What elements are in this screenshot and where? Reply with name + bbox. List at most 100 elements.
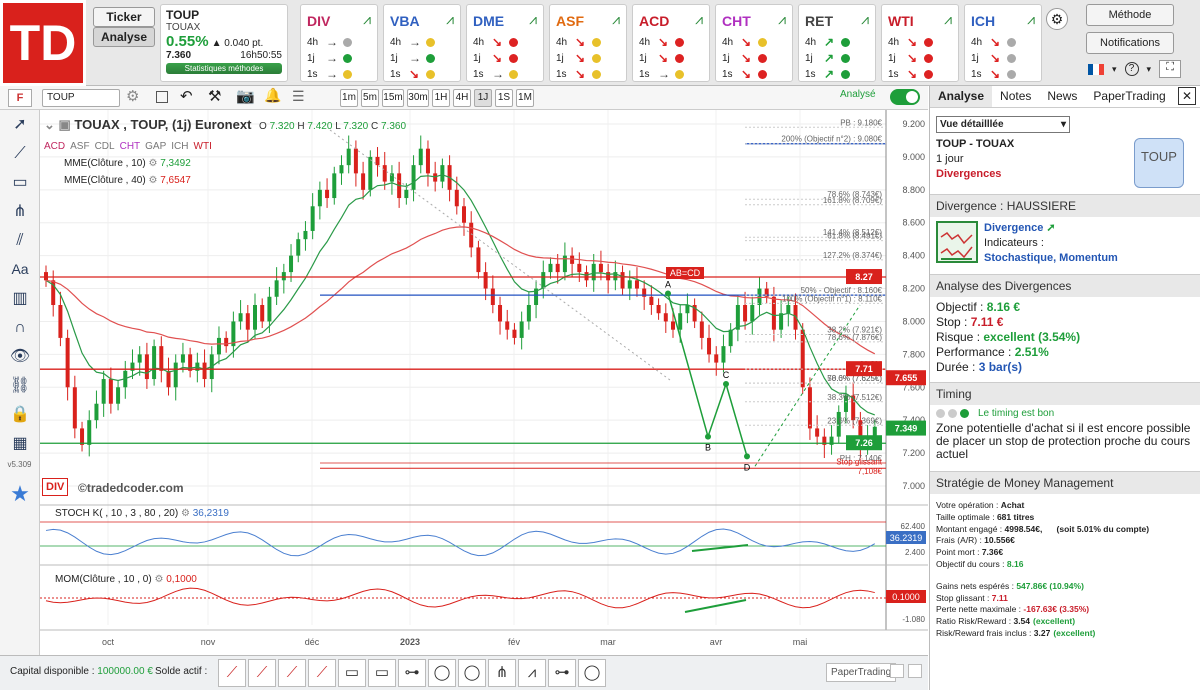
close-icon[interactable]: ✕ bbox=[1178, 87, 1196, 105]
star-icon[interactable]: ★ bbox=[10, 481, 30, 506]
price-tag: 7.655 bbox=[886, 370, 926, 386]
papertrading-button[interactable]: PaperTrading bbox=[826, 663, 897, 682]
cursor-icon[interactable]: ➚ bbox=[13, 116, 27, 133]
indicator-acd[interactable]: ACD ⩘ 4h ↘ 1j ↘ 1s → bbox=[632, 4, 710, 82]
notifications-button[interactable]: Notifications bbox=[1086, 32, 1174, 54]
trend-line-icon[interactable]: ⟋ bbox=[14, 145, 26, 162]
undo-icon[interactable]: ↶ bbox=[180, 88, 193, 105]
ellipse-tool-icon[interactable]: ◯ bbox=[578, 659, 606, 687]
indicator-tag-wti[interactable]: WTI bbox=[193, 141, 212, 152]
fib-label: 141.4% (8.512€) bbox=[823, 228, 882, 237]
segment-tool-icon[interactable]: ⊶ bbox=[398, 659, 426, 687]
help-icon[interactable]: ? bbox=[1124, 62, 1139, 76]
chevron-down-icon[interactable]: ▾ bbox=[1146, 63, 1152, 74]
bell-icon[interactable]: 🔔 bbox=[264, 87, 282, 103]
rectangle-icon[interactable]: ▭ bbox=[12, 174, 28, 191]
segment-tool-icon[interactable]: ⊶ bbox=[548, 659, 576, 687]
tab-papertrading[interactable]: PaperTrading bbox=[1093, 89, 1166, 103]
indicator-cht[interactable]: CHT ⩘ 4h ↘ 1j ↘ 1s ↘ bbox=[715, 4, 793, 82]
rectangle-tool-icon[interactable]: ▭ bbox=[338, 659, 366, 687]
status-dot bbox=[675, 37, 684, 47]
fib-label: 7,108€ bbox=[858, 467, 883, 476]
tab-notes[interactable]: Notes bbox=[1000, 89, 1032, 103]
fibonacci-icon[interactable]: ⋔ bbox=[13, 203, 27, 220]
fullscreen-icon[interactable]: ⛶ bbox=[1159, 60, 1182, 78]
timeframe-1h[interactable]: 1H bbox=[432, 89, 450, 107]
svg-text:36.2319: 36.2319 bbox=[890, 533, 923, 543]
indicator-tag-ich[interactable]: ICH bbox=[171, 141, 189, 152]
methode-button[interactable]: Méthode bbox=[1086, 4, 1174, 26]
lock-icon[interactable]: 🔒 bbox=[10, 406, 30, 423]
channel-icon[interactable]: ⫽ bbox=[16, 232, 24, 249]
calculator-icon[interactable]: ▦ bbox=[12, 435, 28, 452]
settings-icon[interactable]: ⚙ bbox=[126, 88, 140, 105]
ticker-button[interactable]: Ticker bbox=[93, 7, 155, 27]
performance-row: Performance : 2.51% bbox=[936, 345, 1049, 359]
fib-label: 78.6% (7.876€) bbox=[827, 333, 882, 342]
indicator-tag-asf[interactable]: ASF bbox=[70, 141, 90, 152]
indicator-tag-gap[interactable]: GAP bbox=[145, 141, 167, 152]
timeframe-1j[interactable]: 1J bbox=[474, 89, 492, 107]
collapse-icon[interactable]: ⌄ ▣ bbox=[44, 117, 71, 132]
line-tool-icon[interactable]: ⟋ bbox=[308, 659, 336, 687]
ellipse-tool-icon[interactable]: ◯ bbox=[428, 659, 456, 687]
link-icon[interactable]: ⛓ bbox=[9, 377, 31, 394]
magic-wand-icon[interactable]: ⚒ bbox=[208, 88, 222, 105]
pattern-icon[interactable]: ▥ bbox=[12, 290, 28, 307]
analyse-button[interactable]: Analyse bbox=[93, 27, 155, 47]
analyse-toggle[interactable] bbox=[890, 89, 920, 105]
text-icon[interactable]: Aa bbox=[11, 261, 29, 277]
square-icon[interactable] bbox=[156, 91, 168, 103]
timeframe-1m[interactable]: 1M bbox=[516, 89, 534, 107]
list-icon[interactable]: ☰ bbox=[292, 88, 305, 104]
timeframe-30m[interactable]: 30m bbox=[407, 89, 429, 107]
tab-analyse[interactable]: Analyse bbox=[930, 86, 993, 107]
fork-tool-icon[interactable]: ⋔ bbox=[488, 659, 516, 687]
div-badge[interactable]: DIV bbox=[42, 478, 69, 496]
mom-legend: MOM(Clôture , 10 , 0) ⚙ 0,1000 bbox=[55, 574, 197, 585]
indicator-tag-cdl[interactable]: CDL bbox=[94, 141, 115, 152]
quote-box[interactable]: TOUP TOUAX 0.55% ▲ 0.040 pt. 7.360 16h50:… bbox=[160, 4, 288, 82]
indicator-ret[interactable]: RET ⩘ 4h ↗ 1j ↗ 1s ↗ bbox=[798, 4, 876, 82]
status-dot bbox=[509, 53, 518, 63]
divergence-title[interactable]: Divergence ➚ bbox=[984, 222, 1056, 234]
timeframe-1s[interactable]: 1S bbox=[495, 89, 513, 107]
symbol-input[interactable]: TOUP bbox=[42, 89, 120, 107]
fundamentals-icon[interactable]: F bbox=[8, 89, 32, 107]
timeframe-15m[interactable]: 15m bbox=[382, 89, 404, 107]
line-tool-icon[interactable]: ⟋ bbox=[218, 659, 246, 687]
chevron-down-icon[interactable]: ▾ bbox=[1112, 63, 1117, 74]
maximize-icon[interactable] bbox=[908, 664, 922, 678]
trend-arrow-icon: ↘ bbox=[658, 51, 669, 65]
indicator-dme[interactable]: DME ⩘ 4h ↘ 1j ↘ 1s → bbox=[466, 4, 544, 82]
tab-news[interactable]: News bbox=[1047, 89, 1078, 103]
ellipse-tool-icon[interactable]: ◯ bbox=[458, 659, 486, 687]
rectangle-tool-icon[interactable]: ▭ bbox=[368, 659, 396, 687]
status-dot bbox=[343, 53, 352, 63]
line-tool-icon[interactable]: ⟋ bbox=[248, 659, 276, 687]
indicator-tag-acd[interactable]: ACD bbox=[44, 141, 66, 152]
stats-methodes-bar[interactable]: Statistiques méthodes bbox=[166, 63, 282, 74]
panel-symbol: TOUP - TOUAX bbox=[936, 138, 1015, 150]
timeframe-5m[interactable]: 5m bbox=[361, 89, 379, 107]
candle-body bbox=[418, 148, 423, 166]
indicator-wti[interactable]: WTI ⩘ 4h ↘ 1j ↘ 1s ↘ bbox=[881, 4, 959, 82]
minimize-icon[interactable] bbox=[890, 664, 904, 678]
candle-body bbox=[815, 428, 820, 437]
wave-tool-icon[interactable]: ⩘ bbox=[518, 659, 546, 687]
view-select[interactable]: Vue détailllée ▾ bbox=[936, 116, 1070, 133]
indicator-tag-cht[interactable]: CHT bbox=[119, 141, 141, 152]
camera-icon[interactable]: 📷 bbox=[236, 88, 255, 105]
eye-icon[interactable]: 👁 bbox=[9, 348, 31, 365]
price-chart[interactable]: 9.200 9.000 8.800 8.600 8.400 8.200 8.000 7.800… bbox=[40, 110, 928, 655]
timeframe-1m[interactable]: 1m bbox=[340, 89, 358, 107]
line-tool-icon[interactable]: ⟋ bbox=[278, 659, 306, 687]
gear-icon[interactable]: ⚙ bbox=[1046, 8, 1068, 30]
timeframe-4h[interactable]: 4H bbox=[453, 89, 471, 107]
france-flag-icon[interactable] bbox=[1088, 63, 1104, 75]
indicator-asf[interactable]: ASF ⩘ 4h ↘ 1j ↘ 1s ↘ bbox=[549, 4, 627, 82]
magnet-icon[interactable]: ∩ bbox=[14, 319, 26, 336]
indicator-div[interactable]: DIV ⩘ 4h → 1j → 1s → bbox=[300, 4, 378, 82]
indicator-ich[interactable]: ICH ⩘ 4h ↘ 1j ↘ 1s ↘ bbox=[964, 4, 1042, 82]
indicator-vba[interactable]: VBA ⩘ 4h → 1j → 1s ↘ bbox=[383, 4, 461, 82]
